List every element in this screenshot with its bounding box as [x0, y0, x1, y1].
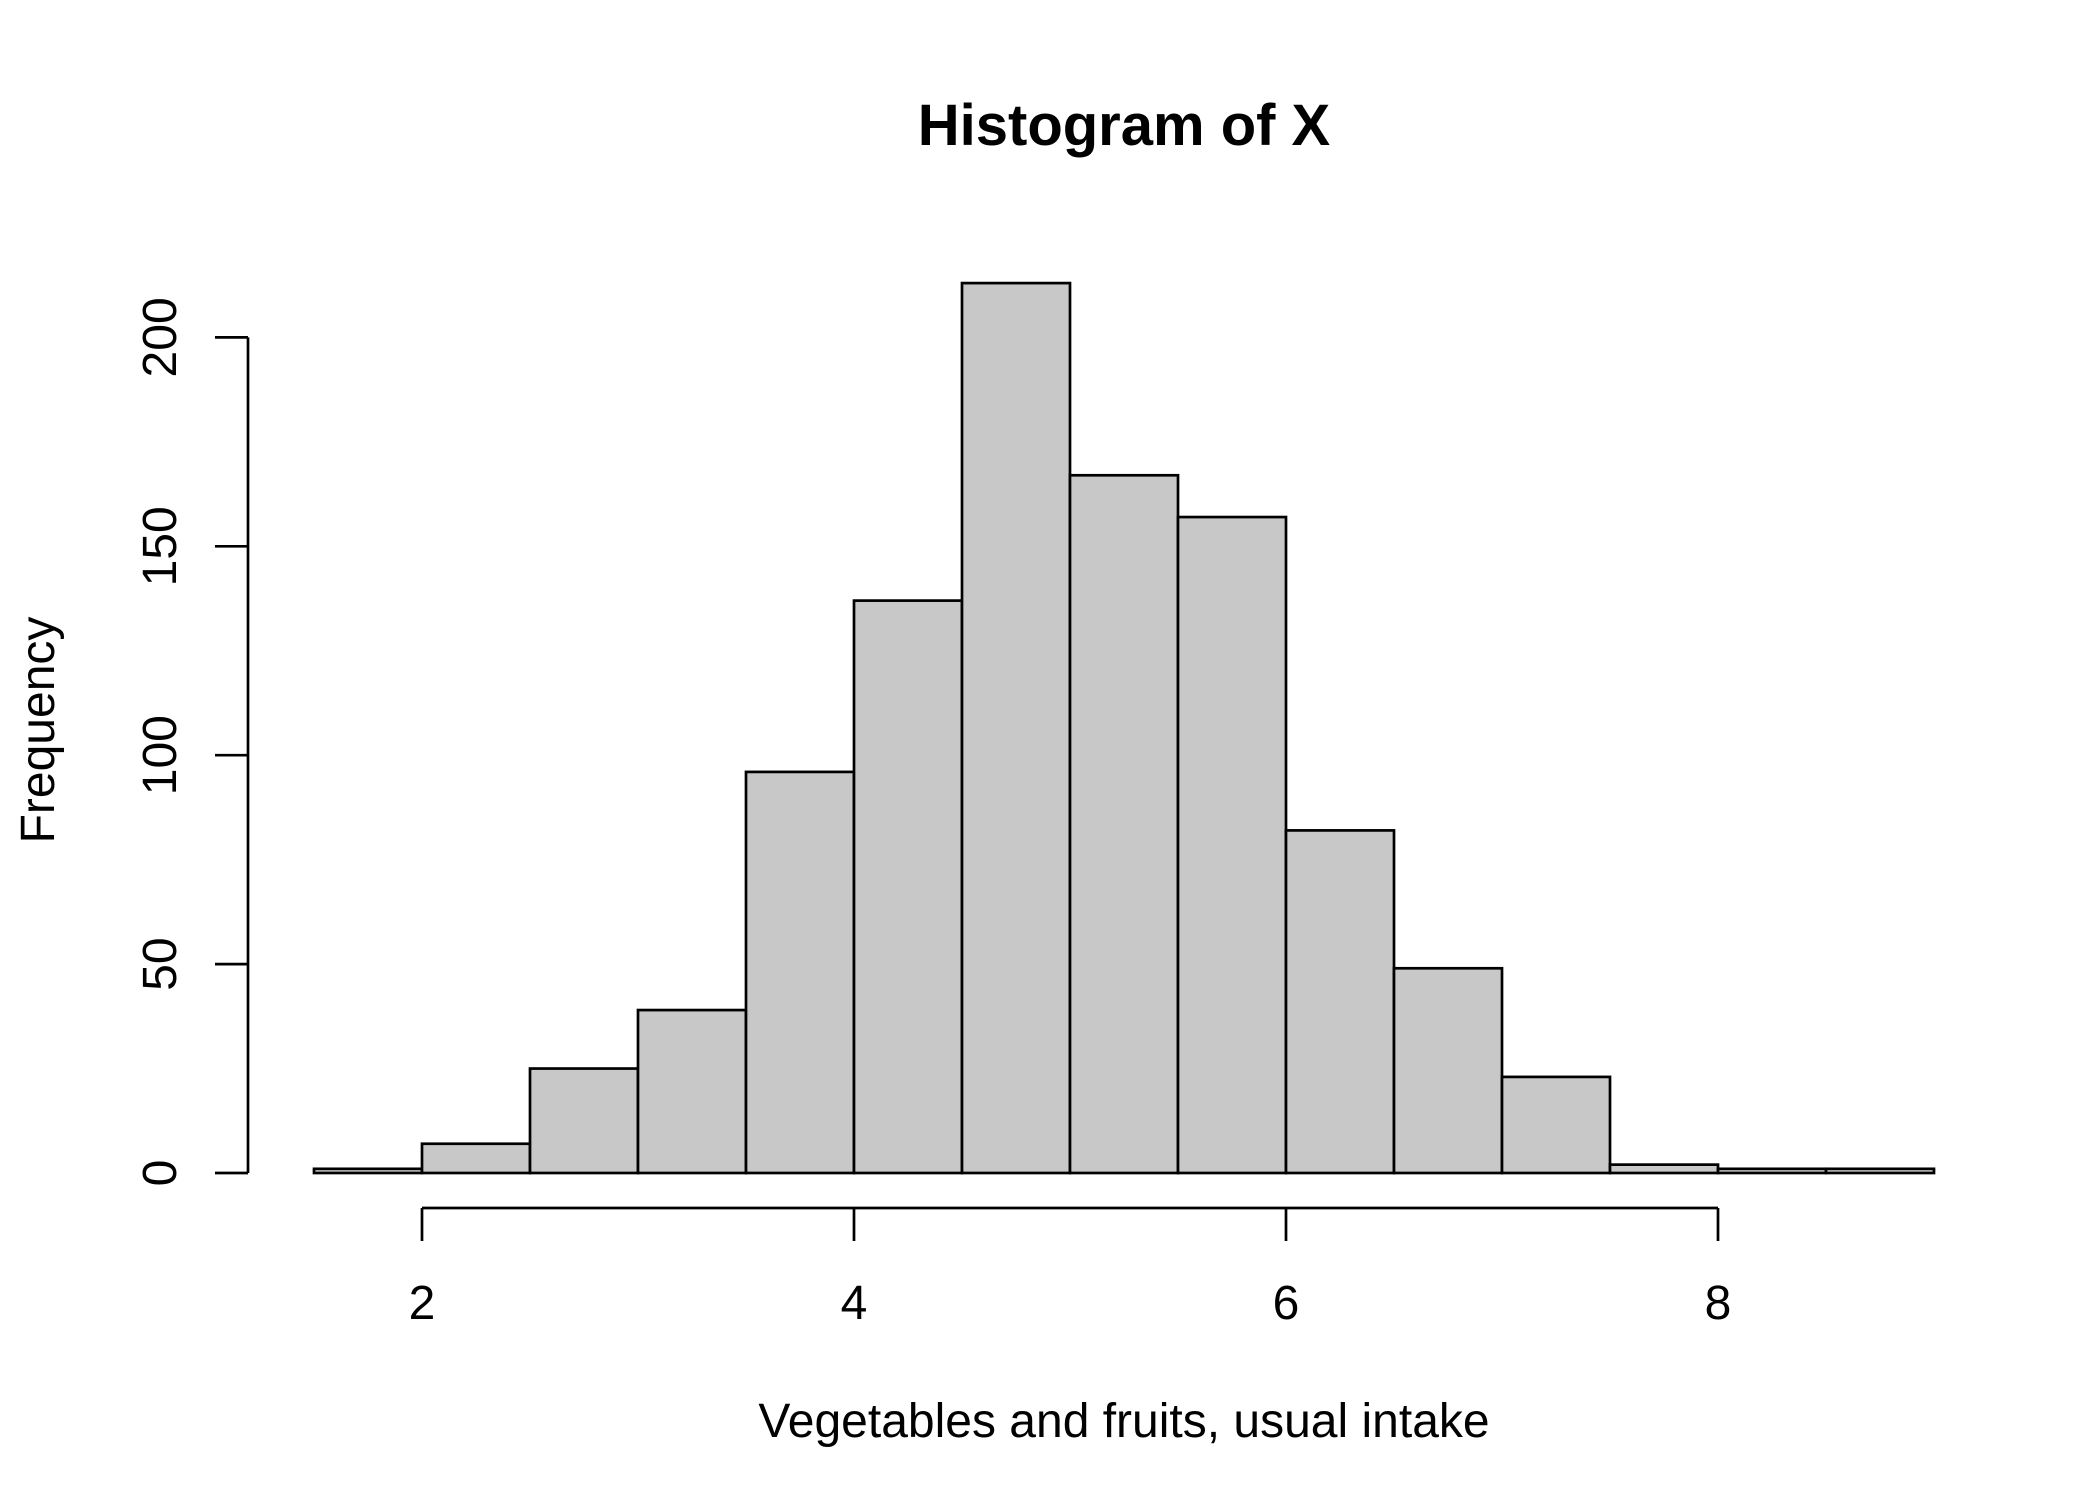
- histogram-bar: [420, 1142, 532, 1175]
- histogram-bar: [1824, 1167, 1936, 1175]
- x-tick-label: 6: [1273, 1277, 1300, 1330]
- histogram-bar: [1608, 1163, 1720, 1175]
- y-axis: 0 50 100 150 200: [134, 297, 250, 1187]
- histogram-bar: [1500, 1075, 1612, 1175]
- y-tick-label: 150: [134, 506, 187, 586]
- histogram-bar: [1284, 829, 1396, 1175]
- histogram-bar: [960, 281, 1072, 1175]
- bars-group: [312, 281, 1936, 1175]
- histogram-bar: [1392, 966, 1504, 1175]
- histogram-bar: [636, 1008, 748, 1175]
- x-tick-label: 4: [841, 1277, 868, 1330]
- chart-title: Histogram of X: [918, 93, 1331, 158]
- y-axis-label: Frequency: [12, 617, 65, 844]
- histogram-bar: [744, 770, 856, 1175]
- histogram-bar: [1176, 515, 1288, 1175]
- histogram-bar: [1068, 473, 1180, 1175]
- histogram-bar: [528, 1067, 640, 1175]
- y-tick-label: 100: [134, 715, 187, 795]
- x-tick-label: 8: [1705, 1277, 1732, 1330]
- y-tick-label: 200: [134, 297, 187, 377]
- histogram-bar: [312, 1167, 424, 1175]
- y-tick-label: 0: [134, 1160, 187, 1187]
- x-axis-label: Vegetables and fruits, usual intake: [758, 1395, 1489, 1448]
- x-tick-label: 2: [409, 1277, 436, 1330]
- x-axis: 2 4 6 8: [409, 1206, 1732, 1330]
- y-tick-label: 50: [134, 937, 187, 990]
- histogram-bar: [1716, 1167, 1828, 1175]
- histogram-bar: [852, 599, 964, 1175]
